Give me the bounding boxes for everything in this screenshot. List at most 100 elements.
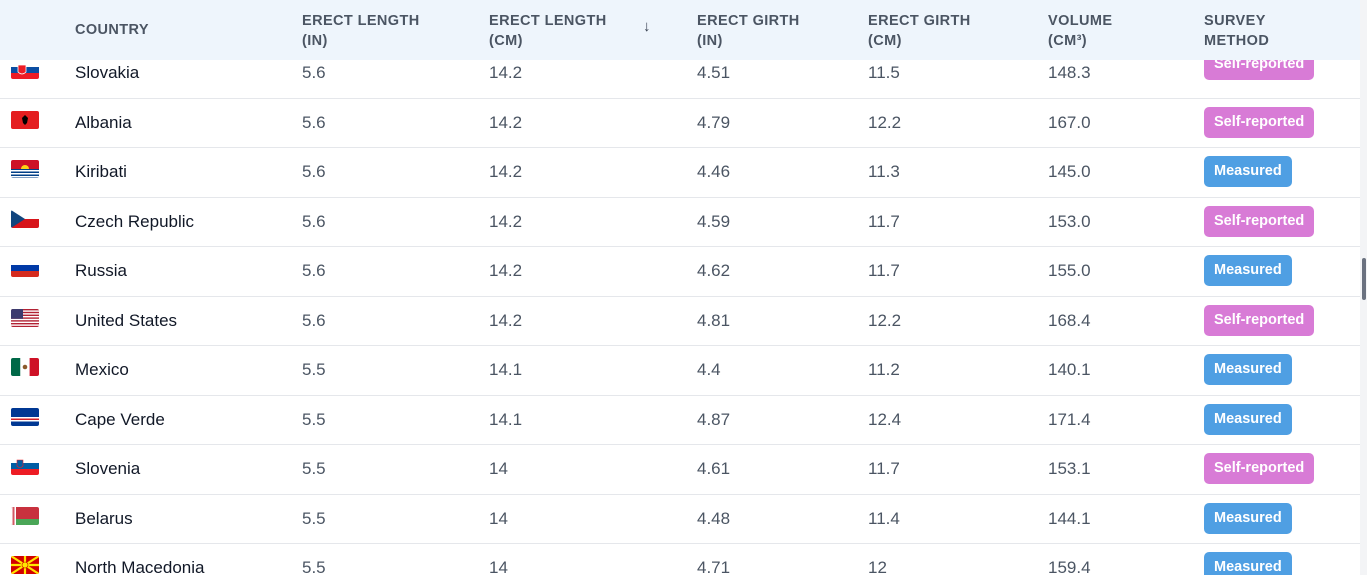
czech-flag-icon xyxy=(11,209,39,228)
length-in-value: 5.5 xyxy=(302,508,326,528)
survey-method-badge: Measured xyxy=(1204,552,1292,575)
table-row[interactable]: North Macedonia 5.5 14 4.71 12 159.4 Mea… xyxy=(0,544,1360,575)
scrollbar-thumb[interactable] xyxy=(1362,258,1366,300)
country-name[interactable]: Slovakia xyxy=(75,63,140,82)
survey-method-badge: Measured xyxy=(1204,156,1292,187)
length-cm-value: 14.2 xyxy=(489,162,523,181)
table-row[interactable]: Belarus 5.5 14 4.48 11.4 144.1 Measured xyxy=(0,495,1360,544)
volume-value: 148.3 xyxy=(1048,63,1091,82)
cape-verde-flag-icon xyxy=(11,407,39,426)
country-name[interactable]: Kiribati xyxy=(75,162,127,181)
girth-cm-value: 12.2 xyxy=(868,112,902,132)
arrow-down-icon[interactable]: ↓ xyxy=(643,18,651,35)
volume-value: 168.4 xyxy=(1048,310,1091,330)
girth-cm-value: 11.4 xyxy=(868,508,900,528)
volume-value: 144.1 xyxy=(1048,508,1091,528)
length-cm-value: 14.2 xyxy=(489,261,523,280)
table-row[interactable]: Cape Verde 5.5 14.1 4.87 12.4 171.4 Meas… xyxy=(0,396,1360,445)
girth-in-value: 4.61 xyxy=(697,459,731,478)
country-name[interactable]: Russia xyxy=(75,261,127,280)
survey-method-badge: Measured xyxy=(1204,354,1292,385)
length-cm-value: 14.2 xyxy=(489,63,523,82)
girth-cm-value: 11.3 xyxy=(868,162,900,181)
girth-in-value: 4.59 xyxy=(697,211,731,231)
table-row[interactable]: Albania 5.6 14.2 4.79 12.2 167.0 Self-re… xyxy=(0,99,1360,148)
column-header-girth-in[interactable]: ERECT GIRTH (IN) xyxy=(697,11,800,51)
table-row[interactable]: United States 5.6 14.2 4.81 12.2 168.4 S… xyxy=(0,297,1360,346)
country-name[interactable]: North Macedonia xyxy=(75,558,205,575)
girth-in-value: 4.46 xyxy=(697,162,731,181)
usa-flag-icon xyxy=(11,308,39,327)
country-name[interactable]: Belarus xyxy=(75,508,133,528)
girth-cm-value: 12.2 xyxy=(868,310,902,330)
survey-method-badge: Measured xyxy=(1204,403,1292,435)
girth-cm-value: 11.5 xyxy=(868,63,900,82)
table-row[interactable]: Czech Republic 5.6 14.2 4.59 11.7 153.0 … xyxy=(0,198,1360,247)
length-in-value: 5.6 xyxy=(302,63,326,82)
country-name[interactable]: Albania xyxy=(75,112,132,132)
country-name[interactable]: United States xyxy=(75,310,178,330)
volume-value: 153.1 xyxy=(1048,459,1091,478)
table-row[interactable]: Slovenia 5.5 14 4.61 11.7 153.1 Self-rep… xyxy=(0,445,1360,495)
length-in-value: 5.5 xyxy=(302,409,326,429)
table-row[interactable]: Russia 5.6 14.2 4.62 11.7 155.0 Measured xyxy=(0,247,1360,297)
girth-cm-value: 11.2 xyxy=(868,360,900,379)
girth-cm-value: 12 xyxy=(868,558,887,575)
column-header-label: ERECT LENGTH xyxy=(489,13,607,29)
table-row[interactable]: Kiribati 5.6 14.2 4.46 11.3 145.0 Measur… xyxy=(0,148,1360,198)
column-header-label: ERECT GIRTH xyxy=(697,13,800,29)
country-name[interactable]: Cape Verde xyxy=(75,409,165,429)
girth-in-value: 4.4 xyxy=(697,360,721,379)
vertical-scrollbar[interactable] xyxy=(1360,0,1367,575)
column-header-unit: (CM) xyxy=(489,33,523,49)
column-header-length-in[interactable]: ERECT LENGTH (IN) xyxy=(302,11,420,51)
table-header: COUNTRY ERECT LENGTH (IN) ERECT LENGTH (… xyxy=(0,0,1360,60)
length-in-value: 5.6 xyxy=(302,112,326,132)
column-header-unit: (IN) xyxy=(302,33,328,49)
survey-method-badge: Measured xyxy=(1204,502,1292,534)
length-cm-value: 14.2 xyxy=(489,310,523,330)
length-in-value: 5.5 xyxy=(302,360,326,379)
slovakia-flag-icon xyxy=(11,61,39,79)
table-row[interactable]: Mexico 5.5 14.1 4.4 11.2 140.1 Measured xyxy=(0,346,1360,396)
russia-flag-icon xyxy=(11,259,39,277)
girth-cm-value: 12.4 xyxy=(868,409,902,429)
length-in-value: 5.6 xyxy=(302,310,326,330)
column-header-survey-method[interactable]: SURVEY METHOD xyxy=(1204,11,1269,51)
north-macedonia-flag-icon xyxy=(11,556,39,574)
column-header-label: SURVEY xyxy=(1204,13,1266,29)
country-name[interactable]: Slovenia xyxy=(75,459,141,478)
column-header-label: METHOD xyxy=(1204,33,1270,49)
column-header-label: VOLUME xyxy=(1048,13,1113,29)
volume-value: 171.4 xyxy=(1048,409,1091,429)
column-header-country[interactable]: COUNTRY xyxy=(75,20,149,40)
column-header-length-cm[interactable]: ERECT LENGTH (CM) xyxy=(489,11,607,51)
volume-value: 159.4 xyxy=(1048,558,1091,575)
table-body: Slovakia 5.6 14.2 4.51 11.5 148.3 Self-r… xyxy=(0,49,1360,575)
volume-value: 155.0 xyxy=(1048,261,1091,280)
column-header-unit: (IN) xyxy=(697,33,723,49)
survey-method-badge: Self-reported xyxy=(1204,304,1315,336)
volume-value: 145.0 xyxy=(1048,162,1091,181)
length-cm-value: 14.1 xyxy=(489,409,523,429)
girth-cm-value: 11.7 xyxy=(868,261,900,280)
girth-in-value: 4.81 xyxy=(697,310,731,330)
survey-method-badge: Self-reported xyxy=(1204,106,1315,138)
country-name[interactable]: Mexico xyxy=(75,360,129,379)
column-header-unit: (CM) xyxy=(868,33,902,49)
albania-flag-icon xyxy=(11,110,39,129)
survey-method-badge: Self-reported xyxy=(1204,453,1315,484)
column-header-girth-cm[interactable]: ERECT GIRTH (CM) xyxy=(868,11,971,51)
length-cm-value: 14.2 xyxy=(489,112,523,132)
girth-in-value: 4.62 xyxy=(697,261,731,280)
girth-in-value: 4.48 xyxy=(697,508,731,528)
girth-in-value: 4.87 xyxy=(697,409,731,429)
column-header-unit: (CM³) xyxy=(1048,33,1088,49)
length-in-value: 5.6 xyxy=(302,211,326,231)
column-header-volume[interactable]: VOLUME (CM³) xyxy=(1048,11,1112,51)
table-row[interactable]: Slovakia 5.6 14.2 4.51 11.5 148.3 Self-r… xyxy=(0,49,1360,99)
country-name[interactable]: Czech Republic xyxy=(75,211,195,231)
column-header-label: ERECT LENGTH xyxy=(302,13,420,29)
length-in-value: 5.6 xyxy=(302,162,326,181)
